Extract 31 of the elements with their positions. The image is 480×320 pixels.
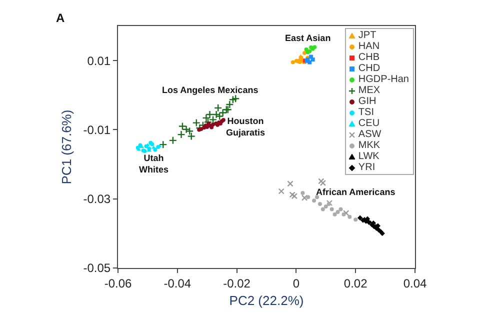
- legend-label: GIH: [358, 96, 376, 107]
- annotation: East Asian: [285, 33, 331, 43]
- legend-label: MEX: [358, 85, 380, 96]
- legend-label: HAN: [358, 41, 380, 52]
- y-tick-label: -0.03: [83, 192, 111, 206]
- legend-label: ASW: [358, 129, 382, 140]
- legend-label: LWK: [358, 151, 380, 162]
- x-tick-label: 0.04: [403, 276, 427, 290]
- annotation: Los Angeles Mexicans: [162, 85, 258, 95]
- y-axis-title: PC1 (67.6%): [59, 110, 74, 184]
- legend-label: MKK: [358, 140, 380, 151]
- y-tick-label: -0.05: [83, 261, 111, 276]
- annotation: Utah Whites: [139, 153, 169, 175]
- x-axis-title: PC2 (22.2%): [229, 293, 304, 308]
- annotation: Houston Gujaratis: [226, 116, 266, 138]
- legend-label: CEU: [358, 118, 380, 129]
- legend-label: JPT: [358, 30, 376, 41]
- legend-label: CHB: [358, 52, 380, 63]
- x-tick-label: -0.02: [223, 276, 251, 290]
- x-tick-label: 0: [292, 276, 300, 290]
- x-tick-label: -0.04: [164, 276, 192, 290]
- text: A: [56, 11, 65, 25]
- legend-label: CHD: [358, 63, 380, 74]
- x-tick-label: 0.02: [344, 276, 368, 290]
- x-tick-label: -0.06: [104, 276, 132, 290]
- legend-label: HGDP-Han: [358, 74, 409, 85]
- y-tick-label: -0.01: [83, 122, 111, 137]
- annotation: African Americans: [316, 187, 396, 197]
- y-tick-label: 0.01: [87, 54, 111, 68]
- legend-label: TSI: [358, 107, 374, 118]
- legend-label: YRI: [358, 162, 376, 173]
